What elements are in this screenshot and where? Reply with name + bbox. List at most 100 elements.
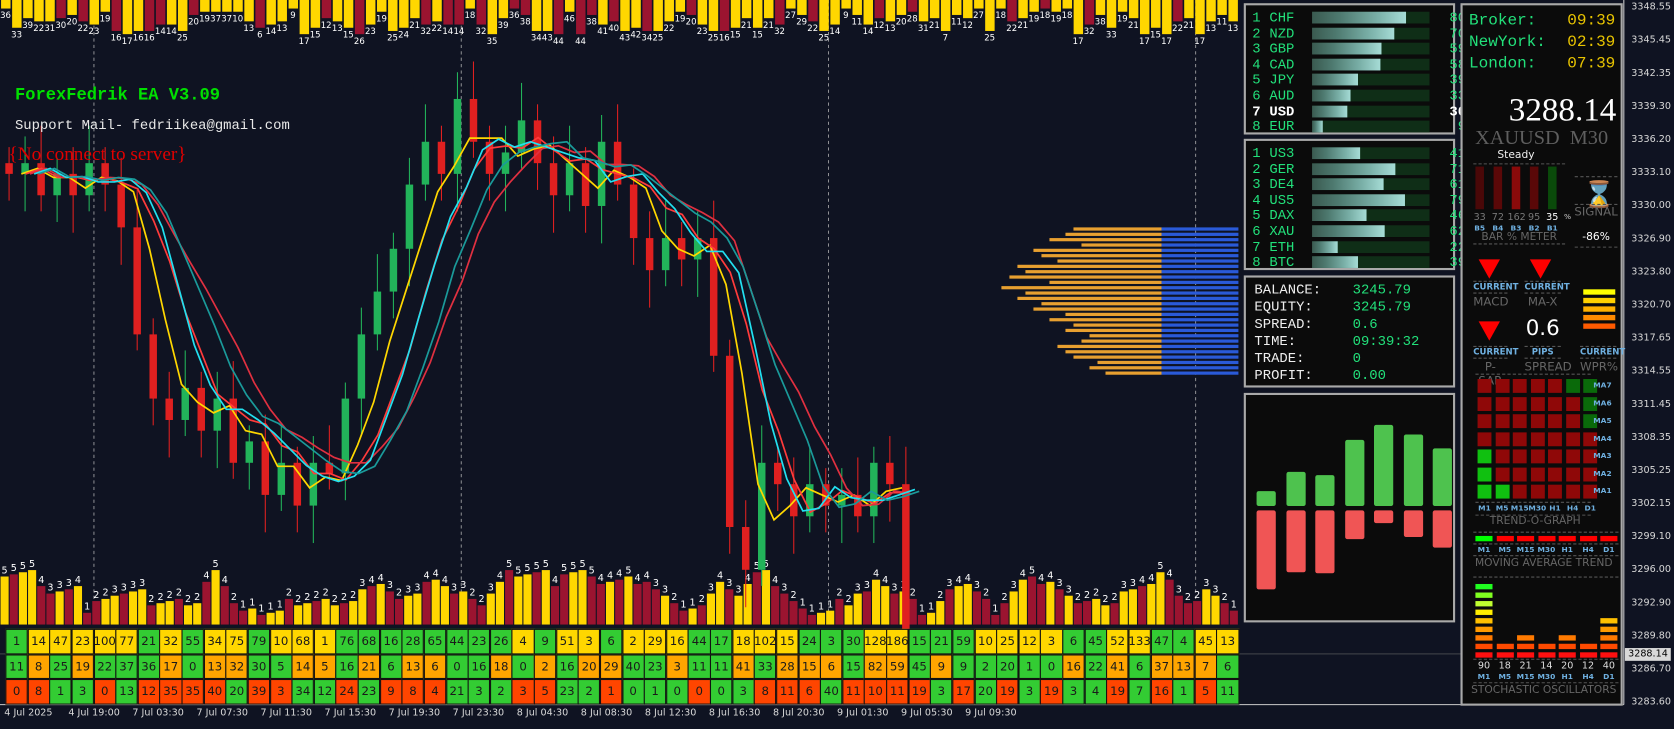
top-volume-bar: [332, 0, 343, 22]
signal-cell: 59: [886, 653, 909, 679]
volume-bar: [92, 601, 101, 625]
trend-cell: [1530, 431, 1545, 446]
signal-cell: 16: [467, 653, 491, 679]
stochastic-timeframe: H1: [1561, 672, 1573, 682]
ma-trend-title: MOVING AVERAGE TREND: [1474, 557, 1613, 570]
volume-label: 3: [1121, 580, 1127, 591]
profile-sell-bar: [1081, 339, 1162, 343]
stochastic-level-bar: [1475, 643, 1493, 650]
top-volume-bar: [56, 0, 66, 19]
top-volume-bar: [166, 0, 177, 25]
trend-cell: [1495, 414, 1510, 429]
volume-bar: [798, 608, 807, 625]
volume-label: 3: [1176, 585, 1182, 596]
volume-label: 2: [102, 588, 108, 599]
volume-label: 1: [827, 599, 833, 610]
top-volume-label: 10: [232, 14, 243, 24]
top-volume-bar: [940, 0, 951, 31]
profile-sell-bar: [1073, 227, 1162, 231]
trend-cell: [1512, 378, 1527, 393]
account-row: TRADE: 0: [1254, 350, 1361, 367]
candle-body: [517, 120, 526, 153]
trend-cell: [1495, 431, 1510, 446]
strength-rank: 6: [1252, 223, 1261, 240]
strength-bar: [1312, 178, 1430, 191]
volume-bar: [450, 593, 459, 625]
candle-body: [757, 462, 766, 570]
spread-label: SPREAD: [1524, 359, 1572, 374]
bar-meter-value: 33: [1473, 212, 1486, 224]
signal-cell: 7: [1128, 678, 1151, 705]
strength-symbol: CHF: [1269, 9, 1295, 26]
volume-label: 4: [1020, 569, 1026, 580]
volume-bar: [248, 608, 257, 625]
signal-cell: 41: [731, 653, 755, 679]
ma-x-sub: CURRENT: [1524, 281, 1570, 292]
signal-cell: 3: [269, 678, 293, 705]
top-volume-label: 13: [243, 24, 254, 34]
volume-bar: [83, 612, 92, 625]
volume-bar: [9, 574, 18, 625]
trend-timeframe: M30: [1528, 503, 1547, 513]
divider: [1524, 357, 1561, 359]
current-price-tag: 3288.14: [1624, 648, 1672, 661]
trend-cell: [1477, 449, 1492, 464]
bull-bar: [1285, 471, 1306, 507]
volume-bar: [936, 601, 945, 625]
top-volume-bar: [996, 0, 1006, 9]
volume-label: 2: [1185, 592, 1191, 603]
profile-buy-bar: [1161, 238, 1239, 242]
strength-bar: [1312, 11, 1430, 24]
strength-bar: [1312, 27, 1430, 40]
volume-bar: [156, 603, 165, 625]
top-volume-bar: [741, 0, 752, 19]
bar-meter-bar: [1493, 166, 1503, 210]
top-volume-label: 20: [686, 18, 697, 28]
moving-average-line: [21, 137, 903, 522]
volume-label: 2: [983, 588, 989, 599]
volume-label: 3: [139, 578, 145, 589]
time-tick: 7 Jul 03:30: [132, 707, 184, 719]
signal-cell: 0: [93, 678, 116, 705]
trend-cell: [1477, 414, 1492, 429]
signal-cell: 11: [1216, 678, 1239, 705]
trend-cell: [1548, 449, 1562, 464]
volume-label: 3: [1011, 580, 1017, 591]
bar-meter-value: 35: [1546, 212, 1559, 224]
strength-row: 5DAX46%: [1252, 208, 1474, 224]
volume-bar: [734, 595, 743, 625]
candle-body: [822, 484, 830, 506]
volume-label: 3: [708, 582, 714, 593]
volume-bar: [1165, 579, 1174, 625]
top-volume-bar: [520, 0, 531, 15]
top-volume-bar: [852, 0, 862, 15]
signal-cell: 10: [269, 628, 293, 654]
top-volume-bar: [432, 0, 442, 22]
trend-cell: [1565, 467, 1580, 481]
profile-buy-bar: [1161, 360, 1239, 365]
top-volume-label: 15: [730, 30, 741, 40]
top-volume-bar: [1184, 0, 1194, 19]
signal-value: -86%: [1582, 231, 1610, 244]
volume-bar: [46, 593, 55, 625]
volume-label: 1: [680, 599, 686, 610]
profile-sell-bar: [1057, 344, 1162, 349]
top-volume-label: 22: [431, 24, 442, 34]
top-volume-bar: [266, 0, 276, 25]
trend-cell: [1583, 431, 1598, 446]
stochastic-level-bar: [1475, 635, 1493, 641]
signal-cell: 1: [1018, 653, 1041, 679]
top-volume-label: 22: [33, 24, 44, 34]
bar-meter-bar: [1548, 166, 1557, 210]
top-volume-bar: [1062, 0, 1073, 9]
top-volume-label: 23: [365, 27, 376, 37]
top-volume-label: 43: [619, 34, 630, 44]
strength-symbol: US3: [1269, 145, 1295, 162]
stochastic-level-bar: [1496, 643, 1514, 650]
volume-label: 3: [735, 585, 741, 596]
top-volume-bar: [963, 0, 973, 19]
volume-bar: [321, 598, 330, 625]
volume-bar: [275, 610, 284, 625]
strength-fill: [1312, 74, 1358, 86]
volume-bar: [578, 570, 587, 625]
